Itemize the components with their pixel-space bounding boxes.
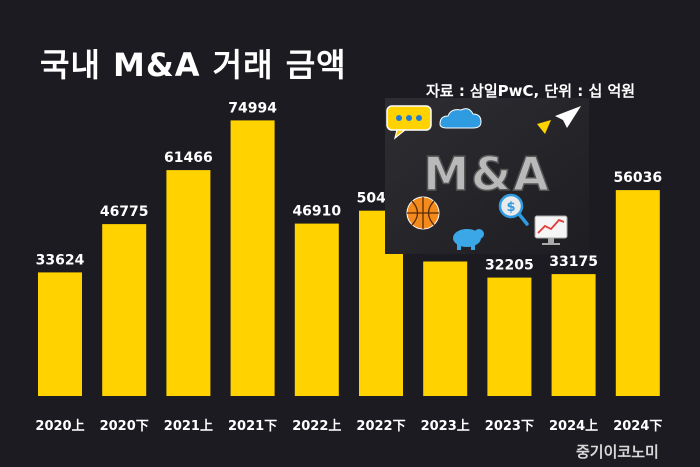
x-tick-label-2021下: 2021下 xyxy=(228,419,277,434)
bar-2023下 xyxy=(487,277,532,396)
chart-title: 국내 M&A 거래 금액 xyxy=(40,46,347,84)
data-label-2024上: 33175 xyxy=(549,254,598,270)
bar-2021上 xyxy=(166,170,211,396)
cloud-icon xyxy=(439,108,482,129)
data-label-2023下: 32205 xyxy=(485,258,534,274)
chat-bubble-icon xyxy=(386,105,432,140)
x-tick-label-2024上: 2024上 xyxy=(549,419,598,434)
bar-2020下 xyxy=(102,224,147,396)
x-tick-label-2022下: 2022下 xyxy=(356,419,405,434)
svg-text:$: $ xyxy=(506,200,515,215)
bar-2020上 xyxy=(38,272,82,396)
globe-ball-icon xyxy=(406,196,440,230)
bar-2023上 xyxy=(423,261,468,396)
bar-2024上 xyxy=(551,274,596,396)
x-tick-label-2022上: 2022上 xyxy=(292,419,341,434)
ma-illustration: M&A $ xyxy=(385,98,589,254)
data-label-2022上: 46910 xyxy=(292,204,341,220)
data-label-2020下: 46775 xyxy=(100,204,149,220)
watermark: 중기이코노미 xyxy=(576,443,659,461)
dollar-search-icon: $ xyxy=(498,193,529,226)
x-tick-label-2023上: 2023上 xyxy=(421,419,470,434)
chart-monitor-icon xyxy=(534,215,568,245)
x-tick-label-2020下: 2020下 xyxy=(100,419,149,434)
bar-2022上 xyxy=(294,223,339,396)
x-tick-label-2024下: 2024下 xyxy=(613,419,662,434)
data-label-2024下: 56036 xyxy=(613,170,662,186)
x-tick-label-2023下: 2023下 xyxy=(485,419,534,434)
paper-plane-icon xyxy=(537,106,581,134)
x-tick-label-2020上: 2020上 xyxy=(35,419,84,434)
data-label-2020上: 33624 xyxy=(36,252,85,268)
bar-2024下 xyxy=(615,190,660,396)
x-tick-label-2021上: 2021上 xyxy=(164,419,213,434)
bar-2021下 xyxy=(230,120,275,397)
piggy-bank-icon xyxy=(453,229,484,250)
source-note: 자료 : 삼일PwC, 단위 : 십 억원 xyxy=(426,82,636,100)
ma-illustration-label: M&A xyxy=(423,147,551,201)
data-label-2021上: 61466 xyxy=(164,150,213,166)
data-label-2021下: 74994 xyxy=(228,100,277,116)
